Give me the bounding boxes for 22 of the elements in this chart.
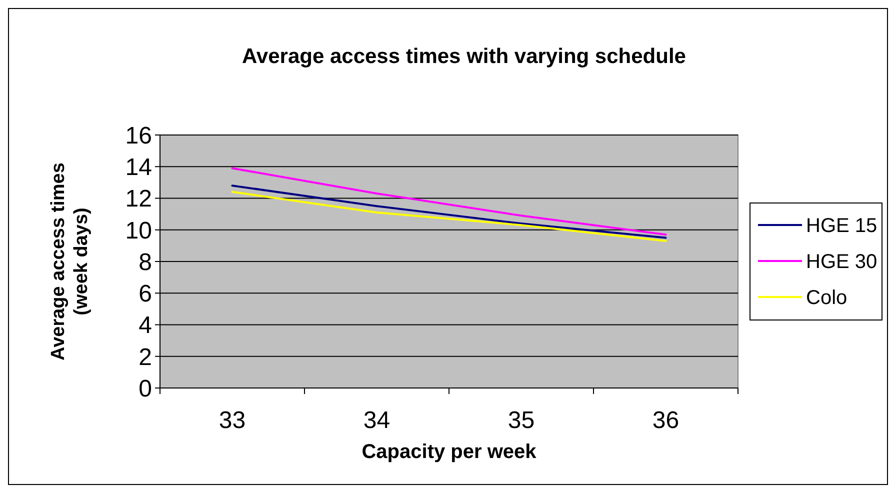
line-series	[231, 184, 667, 239]
x-axis-title: Capacity per week	[362, 441, 538, 463]
legend-label: HGE 15	[806, 215, 878, 237]
line-series	[231, 190, 667, 242]
y-tick-label: 4	[138, 312, 152, 340]
y-tick-label: 16	[125, 122, 152, 150]
y-tick-label: 2	[138, 344, 152, 371]
legend-label: Colo	[806, 287, 848, 309]
y-tick-label: 6	[138, 280, 152, 308]
x-tick-label: 33	[218, 407, 246, 434]
y-tick-label: 8	[138, 248, 152, 276]
y-tick-label: 12	[125, 186, 152, 213]
y-tick-label: 0	[138, 375, 152, 402]
x-tick-label: 34	[363, 407, 390, 434]
line-series	[231, 167, 667, 236]
y-tick-label: 10	[125, 217, 152, 244]
chart-title: Average access times with varying schedule	[242, 45, 686, 68]
x-tick-label: 35	[508, 407, 535, 434]
y-tick-label: 14	[125, 154, 152, 182]
y-axis-title: Average access times (week days)	[48, 162, 92, 360]
x-tick-label: 36	[652, 407, 680, 434]
legend-label: HGE 30	[806, 251, 878, 273]
